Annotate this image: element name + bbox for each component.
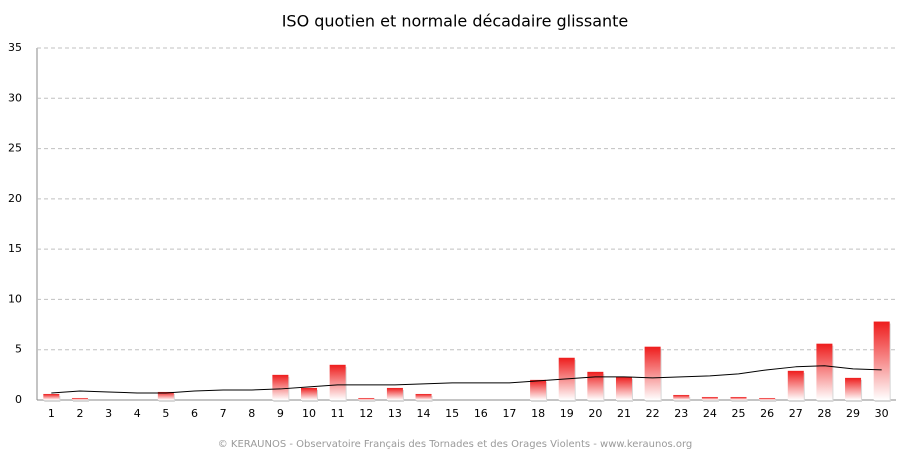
bar-shadow: [731, 398, 748, 402]
y-tick-label: 25: [8, 142, 22, 155]
x-tick-label: 11: [331, 407, 345, 420]
x-tick-label: 25: [732, 407, 746, 420]
bar: [787, 370, 804, 400]
x-tick-label: 19: [560, 407, 574, 420]
bar: [43, 393, 60, 400]
bar: [644, 346, 661, 400]
bar: [301, 387, 318, 400]
bar: [415, 393, 432, 400]
bar: [71, 397, 88, 400]
normal-line: [51, 365, 882, 394]
bar: [358, 397, 375, 400]
y-tick-label: 5: [15, 343, 22, 356]
bar: [615, 376, 632, 400]
x-tick-label: 28: [817, 407, 831, 420]
x-tick-label: 20: [588, 407, 602, 420]
bar: [673, 394, 690, 400]
x-tick-label: 16: [474, 407, 488, 420]
x-tick-label: 12: [359, 407, 373, 420]
x-tick-label: 14: [417, 407, 431, 420]
x-tick-label: 21: [617, 407, 631, 420]
bar-shadow: [72, 399, 89, 402]
y-tick-label: 35: [8, 41, 22, 54]
bar: [730, 396, 747, 400]
y-tick-label: 20: [8, 192, 22, 205]
bar: [759, 397, 776, 400]
x-tick-label: 24: [703, 407, 717, 420]
x-tick-label: 26: [760, 407, 774, 420]
source: © KERAUNOS - Observatoire Français des T…: [218, 439, 693, 450]
bar: [386, 387, 403, 400]
x-tick-label: 8: [248, 407, 255, 420]
x-tick-label: 22: [646, 407, 660, 420]
bar-shadow: [760, 399, 777, 402]
x-tick-label: 13: [388, 407, 402, 420]
x-tick-label: 29: [846, 407, 860, 420]
x-tick-label: 1: [48, 407, 55, 420]
x-tick-label: 6: [191, 407, 198, 420]
x-tick-label: 17: [502, 407, 516, 420]
x-tick-label: 30: [875, 407, 889, 420]
y-tick-label: 30: [8, 91, 22, 104]
bar: [530, 379, 547, 400]
y-tick-label: 0: [15, 393, 22, 406]
x-tick-label: 9: [277, 407, 284, 420]
x-tick-label: 18: [531, 407, 545, 420]
bar: [272, 374, 289, 400]
y-tick-label: 10: [8, 292, 22, 305]
bar: [701, 396, 718, 400]
x-tick-label: 3: [105, 407, 112, 420]
bar: [845, 377, 862, 400]
chart-title: ISO quotien et normale décadaire glissan…: [282, 12, 629, 31]
x-tick-label: 4: [134, 407, 141, 420]
bar: [816, 343, 833, 400]
bar: [157, 391, 174, 400]
x-tick-label: 27: [789, 407, 803, 420]
x-tick-label: 15: [445, 407, 459, 420]
x-tick-label: 7: [220, 407, 227, 420]
bar: [873, 321, 890, 400]
y-tick-label: 15: [8, 242, 22, 255]
bar-shadow: [702, 398, 719, 402]
x-tick-label: 23: [674, 407, 688, 420]
x-tick-label: 10: [302, 407, 316, 420]
x-tick-label: 2: [76, 407, 83, 420]
bar-shadow: [359, 399, 376, 402]
bar: [329, 364, 346, 400]
bar: [587, 371, 604, 400]
x-tick-label: 5: [162, 407, 169, 420]
